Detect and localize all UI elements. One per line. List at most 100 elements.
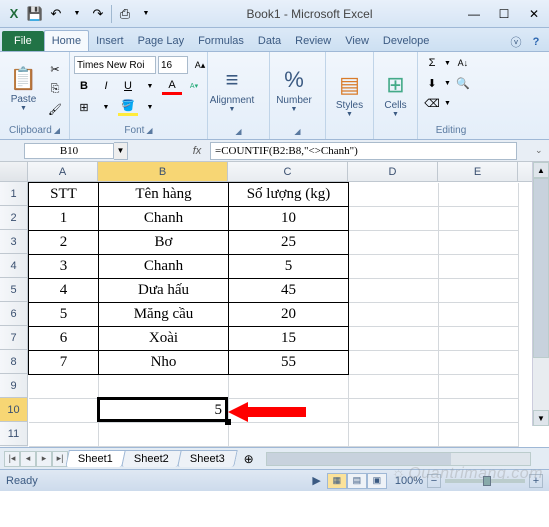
cell-b10[interactable]: 5 xyxy=(99,399,229,423)
expand-formula-bar-icon[interactable]: ⌄ xyxy=(535,145,549,156)
cell-d4[interactable] xyxy=(349,255,439,279)
underline-button[interactable]: U xyxy=(118,77,138,95)
cell-a9[interactable] xyxy=(29,375,99,399)
vertical-scrollbar[interactable]: ▲ ▼ xyxy=(532,162,549,426)
cell-e5[interactable] xyxy=(439,279,519,303)
formula-input[interactable] xyxy=(210,142,517,160)
file-tab[interactable]: File xyxy=(2,31,44,51)
cell-d5[interactable] xyxy=(349,279,439,303)
cell-a8[interactable]: 7 xyxy=(29,351,99,375)
minimize-button[interactable]: — xyxy=(459,4,489,24)
maximize-button[interactable]: ☐ xyxy=(489,4,519,24)
font-size-select[interactable] xyxy=(158,56,188,74)
cell-e11[interactable] xyxy=(439,423,519,447)
cell-c3[interactable]: 25 xyxy=(229,231,349,255)
row-header-8[interactable]: 8 xyxy=(0,350,28,374)
cell-e1[interactable] xyxy=(439,183,519,207)
cell-c11[interactable] xyxy=(229,423,349,447)
vscroll-thumb[interactable] xyxy=(533,178,549,358)
row-header-2[interactable]: 2 xyxy=(0,206,28,230)
cell-d2[interactable] xyxy=(349,207,439,231)
close-button[interactable]: ✕ xyxy=(519,4,549,24)
row-header-5[interactable]: 5 xyxy=(0,278,28,302)
col-header-b[interactable]: B xyxy=(98,162,228,181)
format-painter-icon[interactable]: 🖌 xyxy=(45,100,65,118)
italic-button[interactable]: I xyxy=(96,77,116,95)
undo-icon[interactable]: ↶ xyxy=(46,4,66,24)
zoom-level[interactable]: 100% xyxy=(395,475,423,487)
macro-record-icon[interactable]: ▶ xyxy=(312,474,320,487)
cell-b1[interactable]: Tên hàng xyxy=(99,183,229,207)
cell-c1[interactable]: Số lượng (kg) xyxy=(229,183,349,207)
scroll-up-icon[interactable]: ▲ xyxy=(533,162,549,178)
row-header-1[interactable]: 1 xyxy=(0,182,28,206)
row-header-11[interactable]: 11 xyxy=(0,422,28,446)
scroll-down-icon[interactable]: ▼ xyxy=(533,410,549,426)
cell-c8[interactable]: 55 xyxy=(229,351,349,375)
cell-c7[interactable]: 15 xyxy=(229,327,349,351)
copy-icon[interactable]: ⎘ xyxy=(45,80,65,98)
cell-e6[interactable] xyxy=(439,303,519,327)
cell-a3[interactable]: 2 xyxy=(29,231,99,255)
grow-font-icon[interactable]: A▴ xyxy=(190,56,210,74)
fill-icon[interactable]: ⬇ xyxy=(422,74,442,92)
cell-b8[interactable]: Nho xyxy=(99,351,229,375)
cell-b4[interactable]: Chanh xyxy=(99,255,229,279)
tab-view[interactable]: View xyxy=(338,31,376,51)
tab-data[interactable]: Data xyxy=(251,31,288,51)
align-dialog-icon[interactable]: ◢ xyxy=(235,127,241,136)
fx-button[interactable]: fx xyxy=(188,142,206,160)
cell-c5[interactable]: 45 xyxy=(229,279,349,303)
clear-icon[interactable]: ⌫ xyxy=(422,94,442,112)
page-layout-view-icon[interactable]: ▤ xyxy=(347,473,367,489)
tab-formulas[interactable]: Formulas xyxy=(191,31,251,51)
fill-dd[interactable]: ▼ xyxy=(140,98,160,116)
font-dialog-icon[interactable]: ◢ xyxy=(146,126,152,135)
cell-b7[interactable]: Xoài xyxy=(99,327,229,351)
name-box[interactable] xyxy=(24,143,114,159)
select-all-corner[interactable] xyxy=(0,162,28,181)
border-dd[interactable]: ▼ xyxy=(96,98,116,116)
zoom-out-button[interactable]: − xyxy=(427,474,441,488)
sheet-tab-1[interactable]: Sheet1 xyxy=(65,450,125,467)
sheet-nav-prev-icon[interactable]: ◂ xyxy=(20,451,36,467)
number-button[interactable]: % Number ▼ xyxy=(274,59,314,121)
find-icon[interactable]: 🔍 xyxy=(453,74,473,92)
tab-insert[interactable]: Insert xyxy=(89,31,131,51)
tab-home[interactable]: Home xyxy=(44,30,89,51)
paste-button[interactable]: 📋 Paste ▼ xyxy=(4,58,43,120)
cell-a2[interactable]: 1 xyxy=(29,207,99,231)
cell-b11[interactable] xyxy=(99,423,229,447)
cell-c4[interactable]: 5 xyxy=(229,255,349,279)
cell-e10[interactable] xyxy=(439,399,519,423)
sheet-tab-3[interactable]: Sheet3 xyxy=(177,450,237,467)
cell-e9[interactable] xyxy=(439,375,519,399)
col-header-d[interactable]: D xyxy=(348,162,438,181)
cell-b5[interactable]: Dưa hấu xyxy=(99,279,229,303)
font-name-select[interactable] xyxy=(74,56,156,74)
cell-d10[interactable] xyxy=(349,399,439,423)
cell-c10[interactable] xyxy=(229,399,349,423)
normal-view-icon[interactable]: ▦ xyxy=(327,473,347,489)
alignment-button[interactable]: ≡ Alignment ▼ xyxy=(212,59,252,121)
col-header-c[interactable]: C xyxy=(228,162,348,181)
tab-review[interactable]: Review xyxy=(288,31,338,51)
bold-button[interactable]: B xyxy=(74,77,94,95)
qat-dd1[interactable]: ▼ xyxy=(67,4,87,24)
cell-c6[interactable]: 20 xyxy=(229,303,349,327)
cell-e2[interactable] xyxy=(439,207,519,231)
zoom-slider[interactable] xyxy=(445,479,525,483)
fill-color-button[interactable]: 🪣 xyxy=(118,98,138,116)
fill-handle[interactable] xyxy=(225,419,231,425)
row-header-10[interactable]: 10 xyxy=(0,398,28,422)
cell-a7[interactable]: 6 xyxy=(29,327,99,351)
cell-d8[interactable] xyxy=(349,351,439,375)
namebox-dropdown-icon[interactable]: ▼ xyxy=(114,142,128,160)
col-header-e[interactable]: E xyxy=(438,162,518,181)
cell-e7[interactable] xyxy=(439,327,519,351)
row-header-6[interactable]: 6 xyxy=(0,302,28,326)
minimize-ribbon-icon[interactable]: ⓥ xyxy=(507,33,525,51)
cell-a5[interactable]: 4 xyxy=(29,279,99,303)
styles-button[interactable]: ▤ Styles ▼ xyxy=(330,64,369,126)
shrink-font-icon[interactable]: A▾ xyxy=(184,77,204,95)
